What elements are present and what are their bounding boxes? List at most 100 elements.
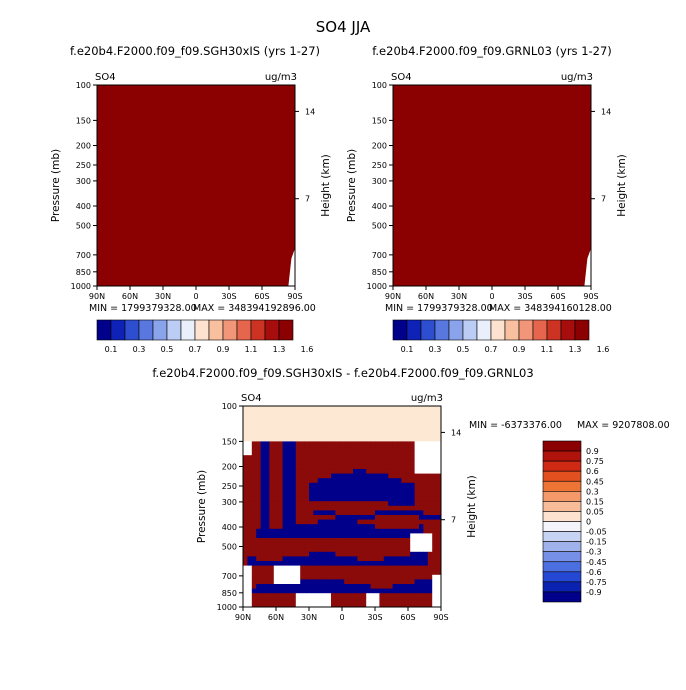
panel3-field-cell bbox=[282, 450, 288, 456]
panel3-field-cell bbox=[348, 579, 354, 585]
panel3-field-cell bbox=[379, 459, 385, 465]
panel3-field-cell bbox=[326, 491, 332, 497]
panel3-field-cell bbox=[436, 455, 442, 461]
panel3-field-cell bbox=[388, 455, 393, 461]
panel3-field-cell bbox=[339, 501, 345, 507]
panel3-field-cell bbox=[251, 514, 257, 520]
panel3-field-cell bbox=[405, 505, 411, 511]
panel3-field-cell bbox=[265, 602, 270, 608]
panel3-field-cell bbox=[291, 468, 297, 474]
panel3-field-cell bbox=[251, 487, 257, 493]
panel3-field-cell bbox=[269, 588, 275, 594]
panel3-field-cell bbox=[375, 565, 380, 571]
panel3-field-cell bbox=[397, 547, 402, 553]
panel3-field-cell bbox=[256, 514, 261, 520]
panel3-field-cell bbox=[273, 487, 279, 493]
panel3-field-cell bbox=[300, 441, 305, 447]
panel3-field-cell bbox=[344, 482, 349, 488]
panel3-field-cell bbox=[309, 450, 314, 456]
panel3-field-cell bbox=[322, 565, 327, 571]
panel2-xtick-label: 0 bbox=[489, 292, 494, 301]
panel3-field-cell bbox=[282, 487, 288, 493]
panel3-field-cell bbox=[405, 468, 411, 474]
panel3-field-cell bbox=[295, 556, 301, 562]
panel3-field-cell bbox=[243, 551, 248, 557]
panel3-field-cell bbox=[436, 459, 442, 465]
panel3-field-cell bbox=[313, 560, 319, 566]
panel3-field-cell bbox=[401, 487, 407, 493]
panel3-field-cell bbox=[414, 445, 420, 451]
panel3-xtick-label: 60S bbox=[400, 613, 415, 622]
panel3-field-cell bbox=[304, 524, 310, 530]
panel3-field-cell bbox=[260, 547, 266, 553]
panel3-field-cell bbox=[317, 487, 323, 493]
panel3-field-cell bbox=[331, 583, 336, 589]
panel3-field-cell bbox=[361, 491, 367, 497]
panel3-field-cell bbox=[375, 542, 380, 548]
panel3-field-cell bbox=[414, 574, 420, 580]
panel3-field-cell bbox=[436, 537, 442, 543]
panel3-field-cell bbox=[256, 478, 261, 484]
colorbar-abs-swatch bbox=[152, 319, 168, 341]
colorbar-abs-label: 0.5 bbox=[457, 345, 470, 354]
panel3-field-cell bbox=[370, 487, 376, 493]
panel3-field-cell bbox=[295, 501, 301, 507]
panel3-field-cell bbox=[243, 455, 248, 461]
panel3-field-cell bbox=[335, 450, 341, 456]
panel3-field-cell bbox=[295, 583, 301, 589]
panel2-ytick-label: 100 bbox=[372, 81, 387, 90]
panel3-field-cell bbox=[269, 524, 275, 530]
panel3-field-cell bbox=[361, 542, 367, 548]
panel3-field-cell bbox=[304, 556, 310, 562]
panel3-field-cell bbox=[423, 450, 429, 456]
panel3-field-cell bbox=[410, 459, 415, 465]
panel3-field-cell bbox=[309, 537, 314, 543]
panel3-field-cell bbox=[339, 574, 345, 580]
panel3-field-cell bbox=[313, 450, 319, 456]
panel2-field bbox=[393, 85, 591, 286]
panel3-field-cell bbox=[397, 556, 402, 562]
panel3-field-cell bbox=[353, 450, 358, 456]
panel3-field-cell bbox=[287, 496, 292, 502]
panel3-field-cell bbox=[335, 445, 341, 451]
panel3-xtick-label: 30S bbox=[367, 613, 382, 622]
panel3-field-cell bbox=[397, 491, 402, 497]
panel3-field-cell bbox=[326, 574, 332, 580]
panel3-field-cell bbox=[348, 597, 354, 603]
panel3-field-cell bbox=[361, 514, 367, 520]
panel3-field-cell bbox=[388, 487, 393, 493]
panel3-field-cell bbox=[278, 491, 283, 497]
panel3-field-cell bbox=[357, 450, 363, 456]
panel1-ytick-label: 500 bbox=[76, 221, 91, 230]
panel3-field-cell bbox=[287, 597, 292, 603]
panel3-field-cell bbox=[265, 505, 270, 511]
panel3-field-cell bbox=[335, 574, 341, 580]
panel3-field-cell bbox=[331, 505, 336, 511]
panel3-field-cell bbox=[282, 501, 288, 507]
panel3-field-cell bbox=[331, 455, 336, 461]
panel3-field-cell bbox=[322, 450, 327, 456]
panel3-field-cell bbox=[392, 602, 398, 608]
panel3-field-cell bbox=[419, 556, 424, 562]
panel3-field-cell bbox=[361, 602, 367, 608]
panel3-field-cell bbox=[282, 574, 288, 580]
panel3-field-cell bbox=[370, 496, 376, 502]
panel3-field-cell bbox=[375, 588, 380, 594]
panel3-field-cell bbox=[419, 468, 424, 474]
panel3-field-cell bbox=[247, 478, 253, 484]
panel3-field-cell bbox=[287, 505, 292, 511]
panel3-field-cell bbox=[304, 487, 310, 493]
panel3-field-cell bbox=[300, 533, 305, 539]
panel3-field-cell bbox=[348, 551, 354, 557]
panel3-field-cell bbox=[247, 597, 253, 603]
panel3-min-label: MIN = -6373376.00 bbox=[469, 420, 562, 431]
colorbar-abs-swatch bbox=[574, 319, 590, 341]
panel3-field-cell bbox=[291, 482, 297, 488]
panel3-field-cell bbox=[322, 574, 327, 580]
panel3-field-cell bbox=[243, 510, 248, 516]
panel3-field-cell bbox=[353, 579, 358, 585]
panel3-field-cell bbox=[361, 570, 367, 576]
panel3-field-cell bbox=[243, 597, 248, 603]
panel3-field-cell bbox=[260, 514, 266, 520]
panel3-field-cell bbox=[278, 533, 283, 539]
